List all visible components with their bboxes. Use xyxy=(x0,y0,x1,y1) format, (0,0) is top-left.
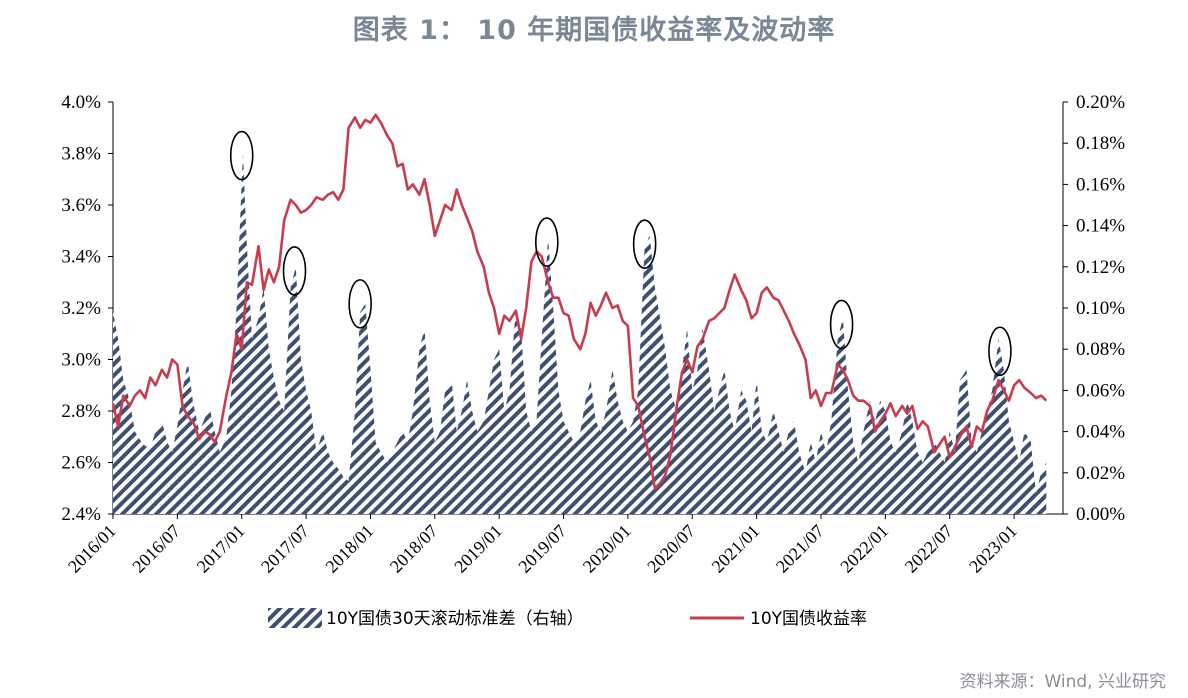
legend: 10Y国债30天滚动标准差（右轴） 10Y国债收益率 xyxy=(268,608,867,629)
right-tick-label: 0.06% xyxy=(1076,380,1125,401)
right-tick-label: 0.18% xyxy=(1076,133,1125,154)
x-tick-label: 2019/01 xyxy=(450,521,506,577)
source-note: 资料来源：Wind, 兴业研究 xyxy=(959,672,1166,692)
left-tick-label: 3.8% xyxy=(61,144,101,165)
highlight-ellipse xyxy=(988,326,1012,377)
x-tick-label: 2018/01 xyxy=(321,521,377,577)
x-tick-label: 2023/01 xyxy=(965,521,1021,577)
highlight-ellipse xyxy=(229,130,254,181)
right-tick-label: 0.16% xyxy=(1076,174,1125,195)
legend-swatch-volatility xyxy=(268,608,322,628)
left-tick-label: 4.0% xyxy=(61,92,101,113)
right-tick-label: 0.12% xyxy=(1076,257,1125,278)
volatility-area xyxy=(113,153,1047,514)
highlight-ellipse xyxy=(348,279,372,329)
right-tick-label: 0.04% xyxy=(1076,422,1125,443)
x-tick-label: 2017/07 xyxy=(257,521,313,577)
highlight-ellipse xyxy=(282,246,307,296)
x-tick-label: 2016/07 xyxy=(128,521,184,577)
x-tick-label: 2020/07 xyxy=(643,521,699,577)
left-tick-label: 3.6% xyxy=(61,195,101,216)
left-tick-label: 2.8% xyxy=(61,401,101,422)
left-tick-label: 2.4% xyxy=(61,504,101,525)
left-tick-label: 3.2% xyxy=(61,298,101,319)
highlight-ellipse xyxy=(632,219,657,269)
right-tick-label: 0.00% xyxy=(1076,504,1125,525)
legend-label-volatility: 10Y国债30天滚动标准差（右轴） xyxy=(326,609,584,629)
right-tick-label: 0.10% xyxy=(1076,298,1125,319)
x-tick-label: 2020/01 xyxy=(579,521,635,577)
right-tick-label: 0.08% xyxy=(1076,339,1125,360)
right-tick-label: 0.14% xyxy=(1076,216,1125,237)
x-tick-label: 2021/07 xyxy=(772,521,828,577)
left-tick-label: 3.0% xyxy=(61,350,101,371)
annotation-layer xyxy=(229,130,1012,377)
left-tick-label: 3.4% xyxy=(61,247,101,268)
right-tick-label: 0.02% xyxy=(1076,463,1125,484)
highlight-ellipse xyxy=(829,299,854,350)
left-tick-label: 2.6% xyxy=(61,453,101,474)
volatility-area-layer xyxy=(113,153,1047,514)
yield-line xyxy=(113,113,1048,490)
x-tick-label: 2021/01 xyxy=(708,521,764,577)
chart-title: 图表 1： 10 年期国债收益率及波动率 xyxy=(352,15,836,46)
legend-label-yield: 10Y国债收益率 xyxy=(750,609,867,629)
x-tick-label: 2017/01 xyxy=(193,521,249,577)
x-tick-label: 2016/01 xyxy=(64,521,120,577)
yield-line-layer xyxy=(113,113,1048,490)
x-tick-label: 2019/07 xyxy=(514,521,570,577)
x-tick-label: 2018/07 xyxy=(386,521,442,577)
x-tick-label: 2022/07 xyxy=(901,521,957,577)
x-tick-label: 2022/01 xyxy=(836,521,892,577)
highlight-ellipse xyxy=(535,217,559,267)
right-tick-label: 0.20% xyxy=(1076,92,1125,113)
